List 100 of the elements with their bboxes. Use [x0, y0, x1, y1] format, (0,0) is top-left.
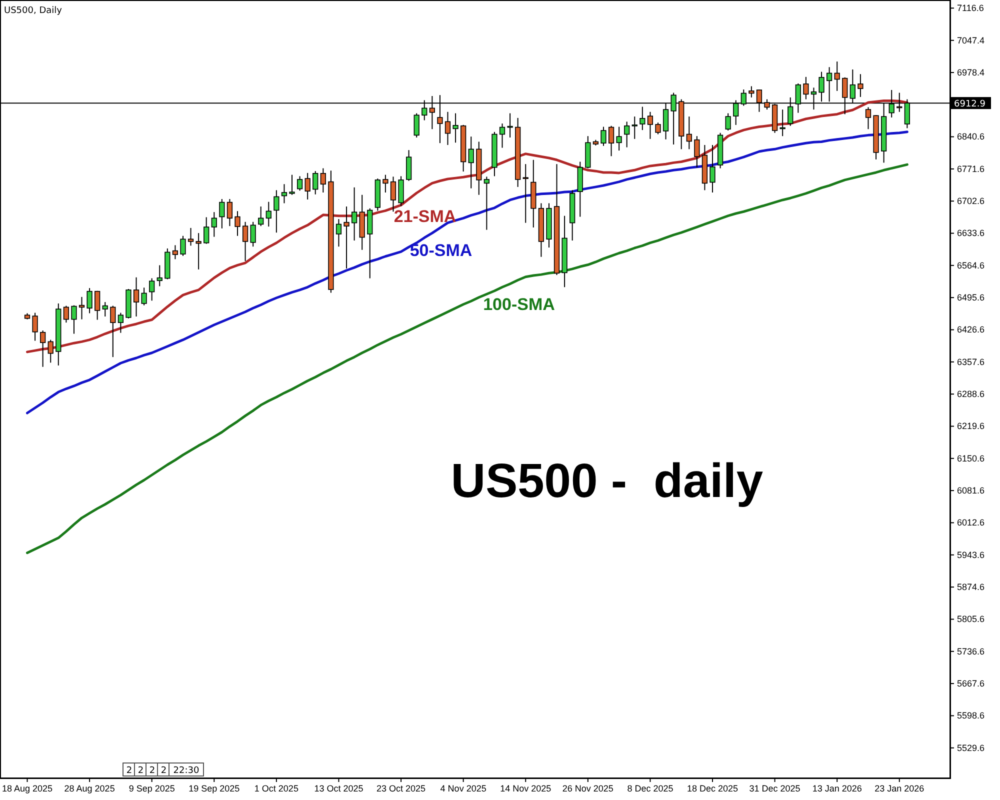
candlestick — [452, 112, 458, 144]
candlestick — [258, 206, 264, 227]
y-tick-label: 6426.6 — [957, 324, 985, 335]
x-tick-label: 8 Dec 2025 — [627, 783, 674, 794]
y-tick-label: 5667.6 — [957, 678, 985, 688]
candlestick — [133, 276, 140, 318]
candlestick — [414, 112, 420, 138]
x-tick-label: 4 Nov 2025 — [440, 783, 486, 794]
candlestick — [226, 198, 233, 227]
y-tick-label: 6357.6 — [957, 356, 985, 367]
text: US500, Daily — [4, 6, 63, 16]
candlestick — [266, 201, 272, 228]
candlestick — [94, 290, 100, 320]
series-label: 21-SMA — [394, 207, 456, 226]
candlestick — [803, 76, 809, 100]
candlestick — [694, 136, 700, 168]
candlestick — [296, 176, 303, 192]
ref-line-label: 6912.9 — [954, 100, 986, 110]
candlestick — [632, 116, 638, 140]
y-tick-label: 5529.6 — [957, 742, 985, 753]
series-label: 50-SMA — [410, 241, 472, 260]
y-tick-label: 6840.6 — [957, 132, 985, 142]
candlestick — [484, 176, 490, 230]
candlestick — [86, 288, 92, 314]
candlestick — [211, 212, 217, 238]
candlestick — [640, 106, 646, 131]
annotation: US500 - daily — [450, 455, 764, 508]
candlestick — [522, 164, 528, 224]
line-series — [26, 163, 908, 554]
y-tick-label: 6702.6 — [957, 196, 985, 206]
x-tick-label: 9 Sep 2025 — [128, 783, 175, 794]
candlestick — [312, 170, 318, 195]
y-tick-label: 6288.6 — [957, 388, 985, 399]
candlestick — [398, 176, 404, 207]
candlestick — [63, 305, 69, 324]
candlestick — [188, 227, 194, 246]
candlestick — [748, 86, 754, 98]
line-series — [26, 99, 908, 354]
y-tick-label: 5598.6 — [957, 710, 985, 721]
x-tick-label: 26 Nov 2025 — [562, 783, 614, 794]
candlestick — [686, 116, 692, 150]
x-tick-label: 23 Jan 2026 — [874, 783, 924, 794]
x-tick-label: 28 Aug 2025 — [64, 783, 115, 794]
y-tick-label: 6081.6 — [957, 485, 985, 496]
y-tick-label: 6978.4 — [957, 67, 985, 78]
y-tick-label: 5736.6 — [957, 646, 985, 656]
candlestick — [710, 144, 716, 194]
candlestick — [234, 210, 240, 236]
candlestick — [367, 208, 373, 279]
candlestick — [406, 150, 412, 182]
candlestick — [655, 122, 661, 135]
x-tick-label: 31 Dec 2025 — [749, 783, 800, 794]
candlestick — [281, 184, 288, 204]
y-tick-label: 6150.6 — [957, 453, 985, 464]
candlestick — [336, 218, 342, 248]
candlestick — [274, 190, 280, 234]
candlestick — [78, 296, 85, 320]
candlestick — [834, 61, 840, 92]
candlestick — [499, 123, 506, 148]
y-tick-label: 6564.6 — [957, 260, 985, 270]
candlestick — [344, 206, 350, 269]
candlestick — [118, 312, 124, 334]
candlestick — [156, 264, 162, 287]
x-tick-label: 18 Dec 2025 — [686, 783, 738, 794]
annotation: 2 — [160, 766, 167, 776]
y-tick-label: 6012.6 — [957, 518, 985, 528]
x-tick-label: 14 Nov 2025 — [500, 783, 552, 794]
candlestick — [141, 287, 147, 306]
y-tick-label: 5943.6 — [957, 550, 985, 560]
y-tick-label: 6495.6 — [957, 292, 985, 302]
y-tick-label: 6219.6 — [957, 421, 985, 432]
candlestick — [624, 121, 630, 148]
candlestick — [172, 244, 178, 260]
candlestick — [390, 176, 396, 212]
candlestick — [242, 221, 248, 262]
candlestick — [304, 172, 310, 200]
candlestick — [196, 232, 202, 270]
y-tick-label: 7116.6 — [957, 2, 984, 13]
candlestick — [616, 126, 622, 152]
x-tick-label: 18 Aug 2025 — [2, 783, 53, 794]
candlestick — [865, 106, 872, 130]
x-tick-label: 23 Oct 2025 — [376, 783, 426, 794]
annotation: 22:30 — [173, 766, 200, 776]
y-tick-label: 6633.6 — [957, 228, 985, 238]
x-tick-label: 13 Oct 2025 — [314, 783, 364, 794]
y-tick-label: 5805.6 — [957, 614, 985, 624]
annotation: 2 — [149, 766, 156, 776]
candlestick — [180, 235, 186, 256]
candlestick — [48, 339, 54, 364]
candlestick — [204, 216, 210, 244]
candlestick — [102, 302, 108, 318]
candlestick — [40, 330, 46, 368]
annotation: 2 — [138, 766, 144, 776]
line-series — [26, 130, 908, 414]
candlestick — [444, 111, 451, 146]
y-tick-label: 7047.4 — [957, 35, 985, 46]
candlestick — [71, 304, 77, 334]
candlestick — [250, 221, 256, 248]
candlestick — [600, 126, 606, 146]
candlestick — [149, 278, 155, 302]
